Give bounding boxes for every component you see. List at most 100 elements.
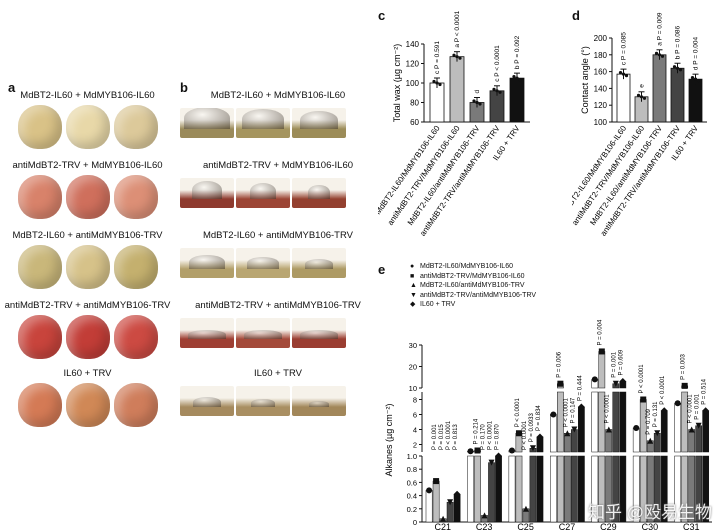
y-tick-label: 10 [409,384,417,393]
apple-photo [66,175,110,219]
legend-item: ■ antiMdBT2-TRV/MdMYB106-IL60 [410,272,536,282]
apple-photo [18,105,62,149]
apple-photo-row [18,175,158,219]
data-marker [522,505,529,512]
data-marker [550,411,557,418]
panel-a-letter: a [8,80,16,95]
data-point [498,90,502,94]
data-marker [647,437,654,444]
significance-label: d [474,90,481,94]
data-point [636,93,641,97]
data-point [515,76,519,80]
y-tick-label: 1.0 [407,452,417,461]
droplet-image [292,108,346,138]
y-tick-label: 0.6 [407,478,417,487]
x-tick-label: C31 [683,522,700,531]
data-marker [619,378,627,386]
x-tick-label: C30 [642,522,659,531]
apple-photo [114,105,158,149]
droplet-image [180,178,234,208]
panel-a-row-label: IL60 + TRV [63,368,112,379]
water-droplet [300,330,338,339]
bar [702,455,710,523]
data-point [657,53,662,57]
y-tick-label: 4 [413,426,417,435]
significance-label: P = 0.001 [695,393,701,419]
bar [681,391,689,453]
significance-label: P < 0.0001 [639,364,645,394]
x-tick-label: MdBT2-IL60/antiMdMYB106-TRV [588,123,664,227]
data-marker [474,447,481,454]
significance-label: P < 0.0001 [688,394,694,424]
y-tick-label: 6 [413,411,417,420]
legend-item: ▲ MdBT2-IL60/antiMdMYB106-TRV [410,281,536,291]
y-tick-label: 8 [413,396,417,405]
bar [674,455,682,523]
significance-label: P = 0.001 [432,424,438,450]
apple-photo [114,383,158,427]
significance-label: P = 0.015 [439,424,445,450]
y-tick-label: 100 [406,79,420,88]
data-point [675,66,680,70]
significance-label: e [639,84,646,88]
significance-label: P = 0.004 [598,319,604,345]
bar [652,54,667,123]
y-tick-label: 0.4 [407,492,417,501]
data-point [618,71,623,75]
legend-label: antiMdBT2-TRV/antiMdMYB106-TRV [420,291,537,299]
data-marker [447,499,454,506]
total-wax-chart: 60 80 100 120 140 Total wax (µg cm⁻²) c P = 0.… [378,10,530,238]
bar [612,455,620,523]
bar [605,455,613,523]
y-tick-label: 0 [413,518,417,527]
bar [571,455,578,523]
data-point [693,77,698,81]
bar [619,455,627,523]
panel-c-letter: c [378,8,386,23]
bar [508,455,516,523]
apple-photo [114,175,158,219]
data-point [624,74,629,78]
panel-b-row-label: antiMdBT2-TRV + antiMdMYB106-TRV [195,300,361,311]
y-axis-label: Contact angle (°) [580,46,590,114]
legend-label: antiMdBT2-TRV/MdMYB106-IL60 [420,272,525,280]
significance-label: c P < 0.0001 [494,45,501,82]
apple-photo [18,315,62,359]
significance-label: c P = 0.591 [434,41,441,74]
y-tick-label: 60 [410,118,419,127]
apple-photo-row [18,245,158,289]
data-marker [633,425,640,431]
data-marker [433,478,440,485]
bar [598,455,606,523]
significance-label: P = 0.514 [702,378,708,404]
bar [695,455,703,523]
legend-label: MdBT2-IL60/MdMYB106-IL60 [420,263,513,270]
droplet-image [236,178,290,208]
water-droplet [193,397,221,407]
bar [688,78,703,123]
data-marker [660,407,668,415]
panel-b-row-label: IL60 + TRV [254,368,302,379]
data-point [518,78,522,82]
data-marker [564,430,571,437]
panel-d-letter: d [572,8,580,23]
apple-photo-row [18,105,158,149]
significance-label: P < 0.0001 [487,420,493,450]
water-droplet [300,111,338,129]
bar [449,56,465,123]
data-point [678,68,683,72]
bar [425,490,433,523]
data-point [690,76,695,80]
bar [632,455,640,523]
significance-label: P < 0.0001 [446,420,452,450]
data-point [495,89,499,93]
data-point [458,56,462,60]
data-point [672,65,677,69]
significance-label: P = 0.444 [577,375,583,401]
bar [681,455,689,523]
x-tick-label: C21 [434,522,451,531]
panel-a-row-label: MdBT2-IL60 + MdMYB106-IL60 [20,90,155,101]
data-point [492,87,496,91]
significance-label: c P = 0.085 [621,32,628,65]
data-marker [571,426,578,433]
